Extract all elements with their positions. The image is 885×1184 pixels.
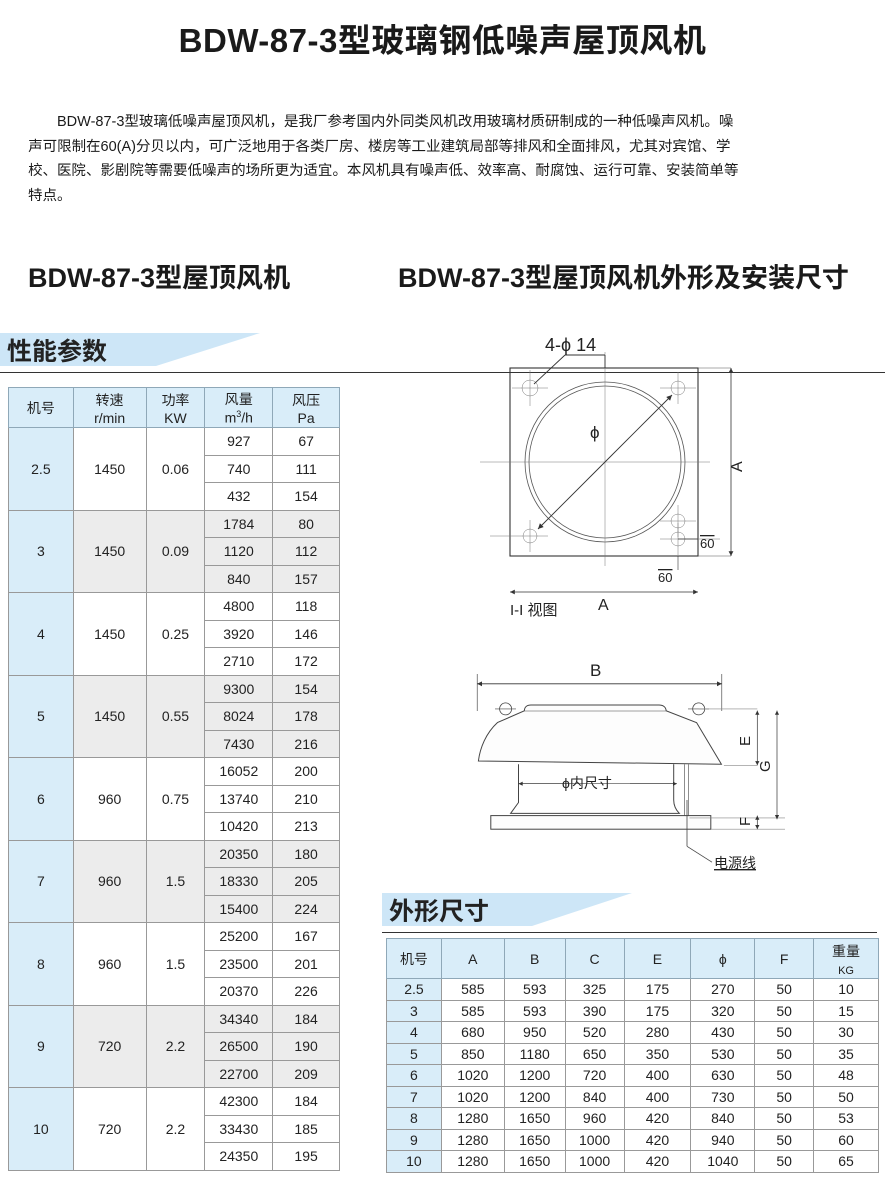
svg-text:A: A	[598, 597, 609, 614]
svg-text:ϕ内尺寸: ϕ内尺寸	[562, 775, 612, 791]
svg-text:I-I 视图: I-I 视图	[510, 602, 558, 619]
svg-text:电源线: 电源线	[714, 855, 756, 871]
svg-text:F: F	[737, 817, 754, 826]
svg-text:4-ϕ 14: 4-ϕ 14	[545, 335, 596, 355]
svg-text:ϕ: ϕ	[590, 423, 600, 442]
svg-text:A: A	[729, 461, 746, 472]
svg-text:B: B	[590, 661, 601, 680]
svg-text:E: E	[737, 736, 754, 746]
svg-text:G: G	[757, 760, 774, 772]
svg-text:60: 60	[700, 536, 714, 551]
svg-text:60: 60	[658, 570, 672, 585]
